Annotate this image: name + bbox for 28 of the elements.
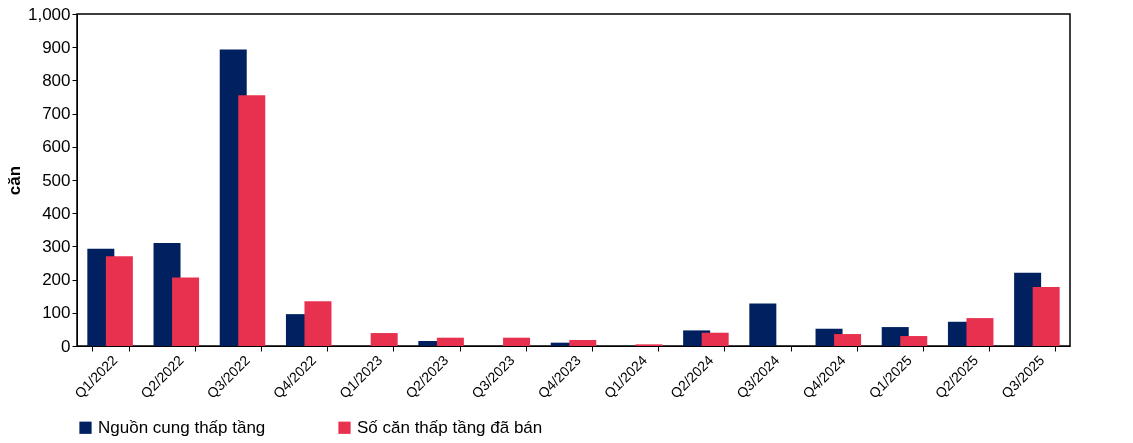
- bar: [105, 256, 133, 346]
- bar: [900, 336, 928, 346]
- y-tick-label: 1,000: [27, 4, 71, 24]
- bar: [834, 334, 862, 346]
- legend-label: Nguồn cung thấp tầng: [98, 417, 266, 437]
- y-tick-label: 800: [42, 70, 71, 90]
- bar: [503, 337, 531, 346]
- bar: [701, 332, 729, 346]
- y-axis-title: căn: [4, 165, 24, 196]
- bar: [370, 333, 398, 346]
- y-tick-label: 600: [42, 137, 71, 157]
- y-tick-label: 500: [42, 170, 71, 190]
- bar: [304, 301, 332, 346]
- legend-label: Số căn thấp tầng đã bán: [357, 417, 543, 437]
- bar: [1032, 286, 1060, 346]
- bar: [238, 95, 266, 346]
- bar: [749, 303, 777, 346]
- y-tick-label: 700: [42, 104, 71, 124]
- bar: [172, 277, 200, 346]
- y-tick-label: 300: [42, 236, 71, 256]
- y-tick-label: 0: [61, 336, 71, 356]
- y-tick-label: 400: [42, 203, 71, 223]
- bar: [569, 340, 597, 346]
- y-tick-label: 100: [42, 303, 71, 323]
- y-tick-label: 900: [42, 37, 71, 57]
- y-tick-label: 200: [42, 270, 71, 290]
- bar: [966, 318, 994, 346]
- bar: [436, 337, 464, 346]
